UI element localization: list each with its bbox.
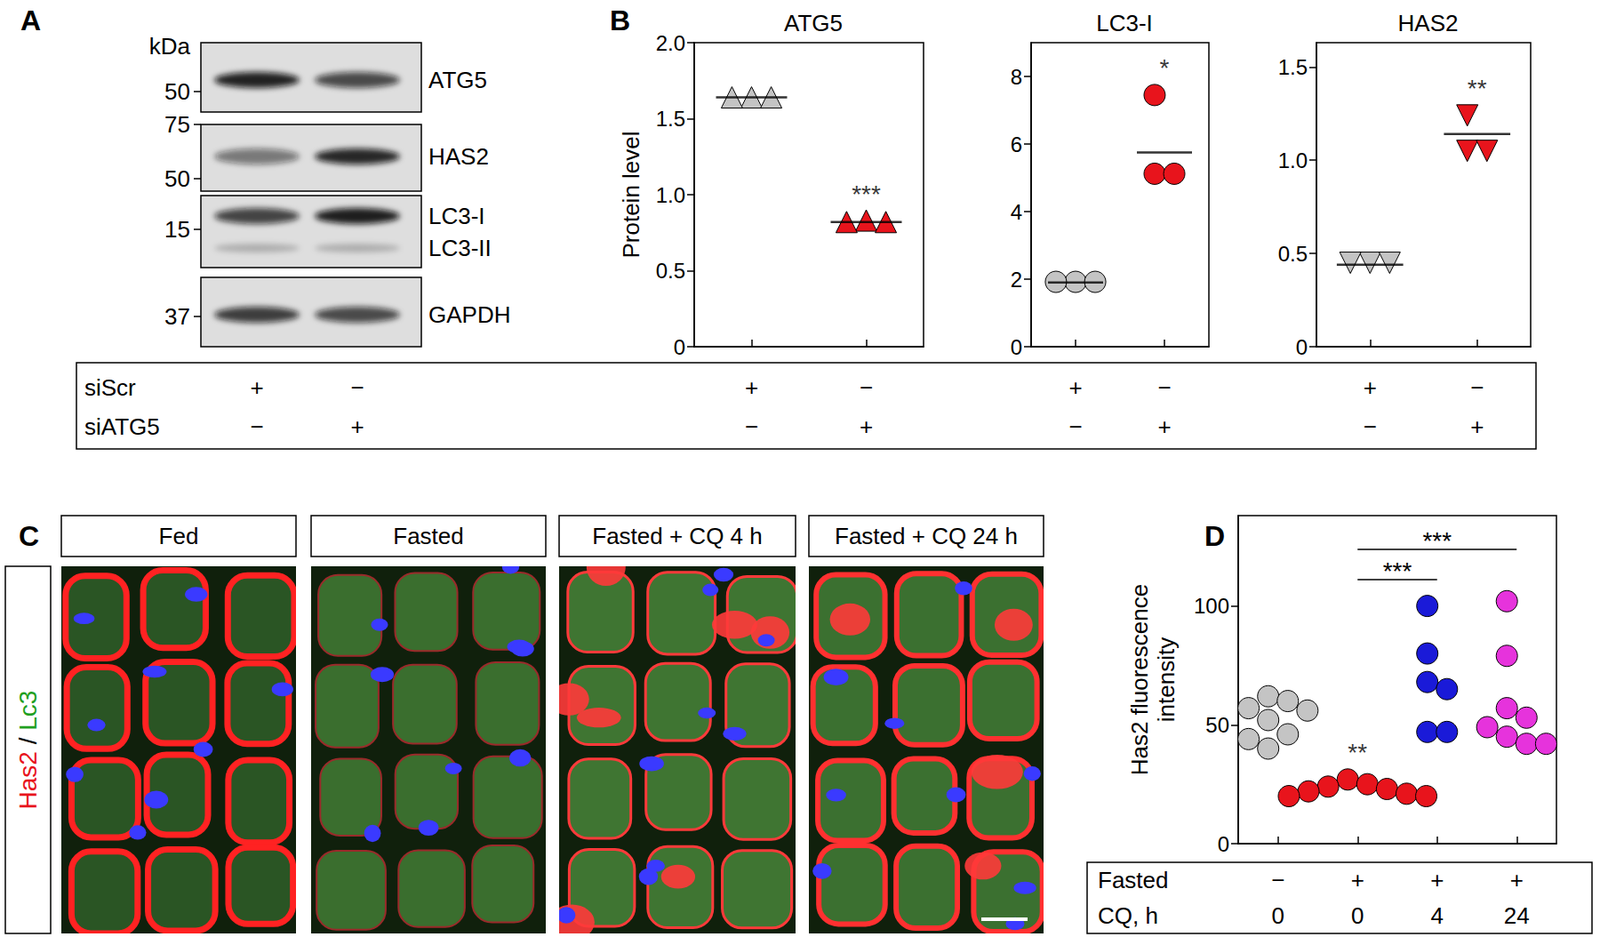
svg-text:1.0: 1.0: [1278, 148, 1308, 173]
svg-text:+: +: [1157, 413, 1171, 440]
svg-text:1.5: 1.5: [1278, 55, 1308, 80]
svg-text:ATG5: ATG5: [428, 66, 488, 94]
svg-text:***: ***: [851, 180, 881, 208]
svg-text:0: 0: [1010, 335, 1023, 360]
svg-text:1.0: 1.0: [656, 183, 686, 208]
svg-text:24: 24: [1504, 902, 1530, 929]
svg-text:+: +: [1068, 374, 1082, 401]
svg-text:−: −: [1157, 374, 1171, 401]
svg-text:6: 6: [1010, 132, 1023, 157]
svg-text:LC3-I: LC3-I: [1096, 9, 1153, 37]
svg-text:Protein level: Protein level: [617, 130, 645, 258]
svg-text:B: B: [609, 4, 631, 37]
svg-text:D: D: [1204, 520, 1225, 552]
svg-text:50: 50: [164, 78, 191, 105]
svg-text:LC3-I: LC3-I: [428, 202, 486, 230]
svg-text:+: +: [350, 413, 364, 440]
svg-text:15: 15: [164, 216, 191, 243]
svg-text:1.5: 1.5: [656, 106, 686, 131]
svg-text:Has2 fluorescence: Has2 fluorescence: [1126, 584, 1153, 776]
svg-text:−: −: [859, 374, 873, 401]
svg-text:−: −: [249, 413, 264, 440]
svg-text:−: −: [744, 413, 759, 440]
svg-text:50: 50: [164, 165, 191, 192]
svg-text:75: 75: [164, 111, 191, 138]
svg-text:+: +: [249, 374, 264, 401]
svg-text:0: 0: [1351, 902, 1364, 929]
svg-text:−: −: [1363, 413, 1377, 440]
svg-text:**: **: [1467, 74, 1488, 103]
svg-text:2: 2: [1010, 267, 1023, 292]
svg-text:Fasted: Fasted: [392, 522, 464, 550]
svg-text:ATG5: ATG5: [784, 9, 843, 37]
svg-text:**: **: [1347, 738, 1368, 767]
svg-text:+: +: [1430, 866, 1444, 894]
svg-text:0.5: 0.5: [1278, 241, 1308, 266]
svg-text:+: +: [744, 374, 759, 401]
svg-text:+: +: [1510, 866, 1524, 894]
svg-text:Has2 / Lc3: Has2 / Lc3: [14, 690, 42, 810]
svg-text:+: +: [1470, 413, 1484, 440]
svg-text:intensity: intensity: [1152, 637, 1180, 722]
svg-text:+: +: [1363, 374, 1377, 401]
svg-text:0: 0: [1272, 902, 1285, 929]
svg-text:0.5: 0.5: [656, 258, 686, 283]
svg-text:−: −: [1271, 866, 1285, 894]
svg-text:C: C: [18, 520, 40, 552]
svg-text:100: 100: [1193, 593, 1230, 618]
svg-text:kDa: kDa: [149, 32, 192, 60]
svg-text:4: 4: [1431, 902, 1444, 929]
svg-text:+: +: [1351, 866, 1365, 894]
svg-text:Fasted: Fasted: [1097, 866, 1169, 894]
svg-text:−: −: [350, 374, 364, 401]
svg-text:−: −: [1068, 413, 1082, 440]
svg-text:−: −: [1470, 374, 1484, 401]
svg-text:LC3-II: LC3-II: [428, 234, 492, 262]
svg-text:Fasted + CQ 24 h: Fasted + CQ 24 h: [834, 522, 1018, 550]
svg-text:4: 4: [1010, 200, 1023, 224]
svg-text:8: 8: [1010, 64, 1023, 89]
svg-text:37: 37: [164, 303, 191, 330]
svg-text:CQ, h: CQ, h: [1097, 902, 1159, 929]
svg-text:+: +: [859, 413, 873, 440]
svg-text:Fed: Fed: [159, 522, 200, 550]
svg-text:***: ***: [1383, 557, 1413, 585]
svg-text:50: 50: [1205, 712, 1230, 737]
svg-text:0: 0: [1296, 335, 1308, 360]
svg-text:2.0: 2.0: [656, 31, 686, 56]
svg-text:0: 0: [1217, 832, 1230, 856]
svg-text:*: *: [1160, 54, 1170, 82]
svg-text:0: 0: [673, 335, 686, 360]
svg-text:A: A: [20, 4, 41, 37]
svg-text:HAS2: HAS2: [428, 143, 489, 170]
svg-text:Fasted + CQ 4 h: Fasted + CQ 4 h: [592, 522, 762, 550]
svg-text:***: ***: [1422, 527, 1452, 555]
svg-text:siATG5: siATG5: [84, 413, 160, 440]
svg-text:HAS2: HAS2: [1398, 9, 1459, 37]
svg-text:GAPDH: GAPDH: [428, 301, 511, 328]
svg-text:siScr: siScr: [84, 374, 136, 401]
